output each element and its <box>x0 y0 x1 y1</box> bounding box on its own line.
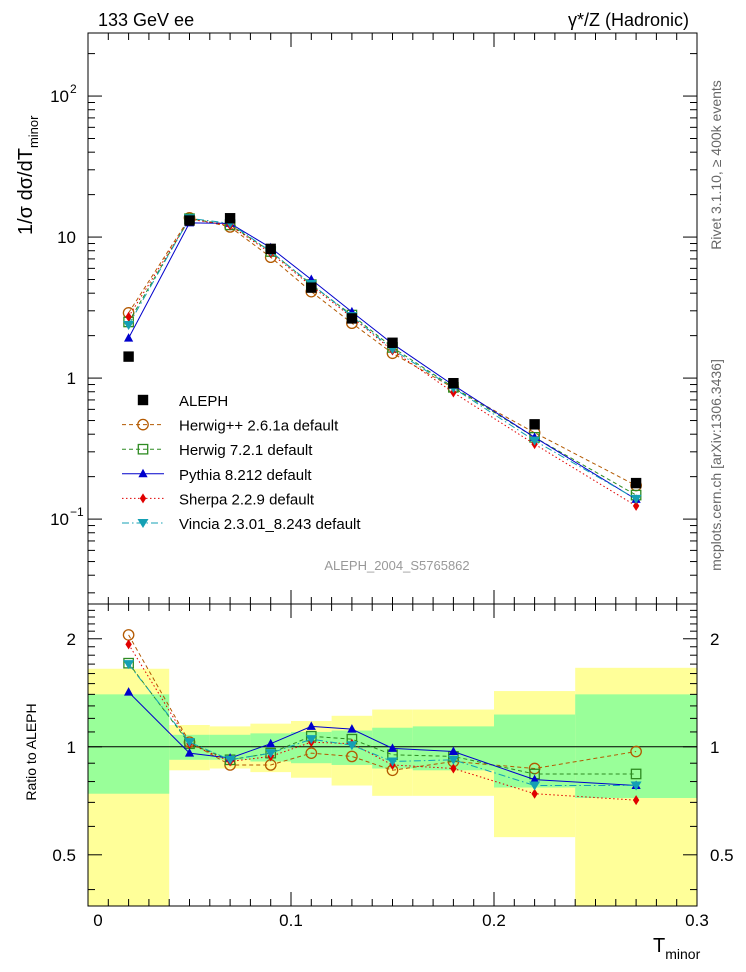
main-y-tick-label: 10 <box>57 228 76 247</box>
ratio-point-vincia <box>387 757 398 767</box>
legend-marker-pythia <box>138 468 148 478</box>
ratio-point-vincia <box>346 741 358 751</box>
ratio-point-pythia <box>387 743 398 752</box>
ratio-point-herwigpp <box>346 750 358 763</box>
series-line-vincia <box>128 217 637 500</box>
series-line-sherpa <box>128 218 637 507</box>
legend-label-data: ALEPH <box>179 393 228 410</box>
analysis-watermark: ALEPH_2004_S5765862 <box>324 558 469 573</box>
point-data <box>529 419 540 430</box>
legend-marker-vincia <box>137 519 149 528</box>
main-y-tick-label: 10 <box>50 87 69 106</box>
legend-label-pythia: Pythia 8.212 default <box>179 467 312 484</box>
ratio-y-tick-label: 2 <box>67 630 76 649</box>
ratio-y-tick-label-right: 1 <box>710 738 719 757</box>
ratio-y-tick-label-right: 2 <box>710 630 719 649</box>
point-sherpa <box>632 500 640 511</box>
ratio-point-vincia <box>123 660 135 670</box>
legend-marker-herwigpp <box>137 418 149 431</box>
point-sherpa <box>125 311 132 322</box>
mcplots-reference-label: mcplots.cern.ch [arXiv:1306.3436] <box>708 359 724 571</box>
legend-label-herwigpp: Herwig++ 2.6.1a default <box>179 418 339 435</box>
ratio-band-inner <box>88 694 170 794</box>
ratio-y-tick-label-right: 0.5 <box>710 846 734 865</box>
main-y-tick-label: 10 <box>50 510 69 529</box>
ratio-point-pythia <box>266 738 276 748</box>
ratio-point-herwigpp <box>630 745 642 758</box>
legend-marker-data <box>137 394 149 406</box>
point-data <box>630 477 642 489</box>
ratio-point-vincia <box>224 755 236 765</box>
ratio-point-pythia <box>124 687 134 696</box>
ratio-x-tick-label: 0 <box>93 911 102 930</box>
point-data <box>346 313 358 324</box>
ratio-x-tick-label: 0.1 <box>279 911 303 930</box>
header-energy: 133 GeV ee <box>98 10 194 30</box>
ratio-panel: 0.5 0.5 1 1 2 2 0 0.1 0.2 0.3 Tminor Ratio to ALEPH <box>23 603 734 962</box>
ratio-point-herwigpp <box>305 747 318 760</box>
ratio-x-tick-label: 0.3 <box>685 911 709 930</box>
main-y-axis-title-subscript: minor <box>26 115 41 148</box>
point-data <box>123 351 134 362</box>
ratio-point-sherpa <box>632 795 640 806</box>
ratio-x-tick-label: 0.2 <box>482 911 506 930</box>
main-y-axis-title-text: 1/σ dσ/dT <box>15 148 37 235</box>
point-pythia <box>124 333 134 342</box>
point-data <box>265 243 276 255</box>
point-data <box>224 213 236 224</box>
main-y-tick-label: 1 <box>67 369 76 388</box>
ratio-point-sherpa <box>450 763 457 774</box>
x-axis-title-subscript: minor <box>665 946 700 962</box>
point-vincia <box>630 494 642 504</box>
legend-marker-herwig7 <box>137 443 149 455</box>
ratio-line-vincia <box>128 663 637 787</box>
point-data <box>387 337 398 348</box>
series-line-pythia <box>128 222 637 500</box>
legend-label-vincia: Vincia 2.3.01_8.243 default <box>179 516 361 533</box>
ratio-line-herwigpp <box>128 634 637 771</box>
legend-label-sherpa: Sherpa 2.2.9 default <box>179 491 315 508</box>
series-line-herwigpp <box>128 217 637 486</box>
ratio-point-vincia <box>184 738 195 748</box>
ratio-point-pythia <box>347 724 357 733</box>
ratio-y-tick-label: 1 <box>67 738 76 757</box>
main-y-tick-exponent: −1 <box>70 505 84 519</box>
point-vincia <box>123 320 135 330</box>
legend-marker-sherpa <box>139 493 147 504</box>
ratio-point-vincia <box>265 749 277 759</box>
rivet-version-label: Rivet 3.1.10, ≥ 400k events <box>708 80 724 250</box>
point-data <box>184 215 195 226</box>
legend-label-herwig7: Herwig 7.2.1 default <box>179 442 313 459</box>
ratio-line-pythia <box>128 691 637 787</box>
x-axis-title: Tminor <box>653 935 701 962</box>
ratio-point-herwig7 <box>630 768 642 780</box>
ratio-point-vincia <box>305 735 317 745</box>
main-y-tick-exponent: 2 <box>70 82 77 96</box>
x-axis-title-text: T <box>653 935 665 957</box>
ratio-point-pythia <box>184 748 195 757</box>
ratio-point-vincia <box>630 781 642 791</box>
header-process: γ*/Z (Hadronic) <box>568 10 689 30</box>
ratio-point-sherpa <box>531 788 538 799</box>
ratio-point-pythia <box>530 774 540 784</box>
main-y-axis-title: 1/σ dσ/dTminor <box>15 115 41 235</box>
ratio-point-pythia <box>448 746 458 756</box>
ratio-point-vincia <box>447 755 459 765</box>
point-data <box>306 282 317 293</box>
ratio-y-tick-label: 0.5 <box>52 846 76 865</box>
ratio-point-pythia <box>306 721 316 730</box>
ratio-point-vincia <box>529 781 541 791</box>
point-data <box>448 377 459 389</box>
ratio-line-sherpa <box>128 644 637 801</box>
ratio-y-axis-title: Ratio to ALEPH <box>23 703 39 800</box>
ratio-point-sherpa <box>125 639 132 650</box>
point-vincia <box>529 436 541 446</box>
